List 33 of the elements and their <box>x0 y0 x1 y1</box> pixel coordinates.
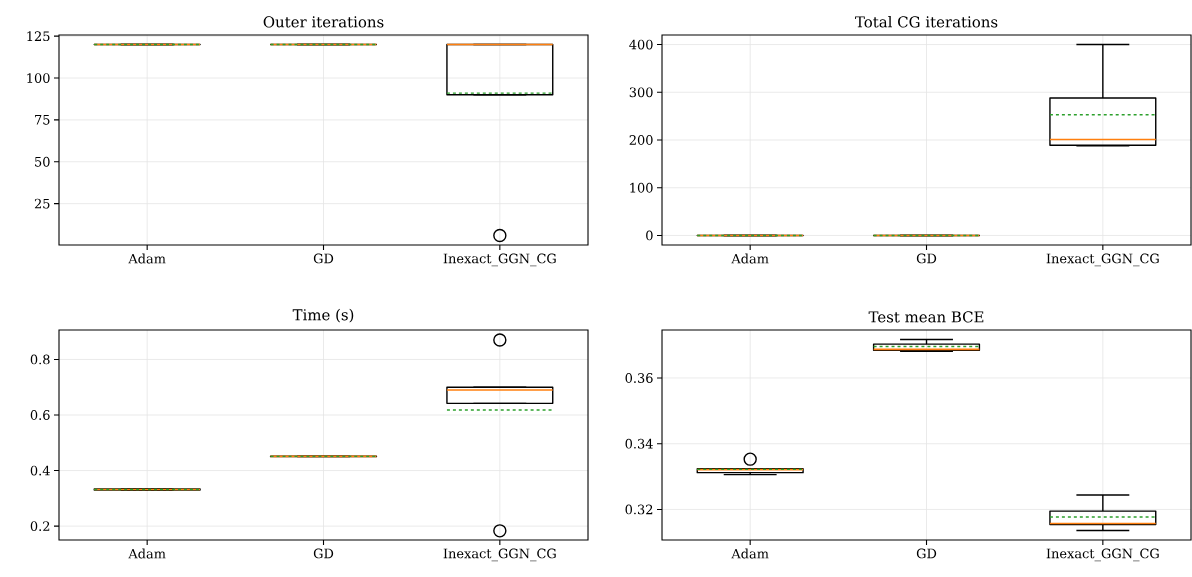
y-tick-label: 0.34 <box>625 438 653 449</box>
x-tick-label: Inexact_GGN_CG <box>1046 253 1159 267</box>
chart-title: Test mean BCE <box>868 311 984 323</box>
x-tick-label: Inexact_GGN_CG <box>443 548 556 562</box>
y-tick-label: 200 <box>629 135 653 145</box>
y-tick-label: 100 <box>27 73 50 83</box>
y-tick-label: 0 <box>646 230 653 241</box>
y-tick-label: 0.6 <box>30 410 50 420</box>
x-tick-label: Inexact_GGN_CG <box>1046 548 1159 562</box>
y-tick-label: 100 <box>630 182 653 193</box>
y-tick-label: 0.32 <box>625 504 653 515</box>
y-tick-label: 50 <box>35 156 50 167</box>
y-tick-label: 0.8 <box>30 354 50 365</box>
chart-title: Time (s) <box>292 308 354 323</box>
y-tick-label: 300 <box>629 87 653 98</box>
x-tick-label: Adam <box>128 253 166 264</box>
x-tick-label: GD <box>313 253 334 264</box>
chart-title: Total CG iterations <box>855 15 998 28</box>
y-tick-label: 0.36 <box>625 373 653 383</box>
x-tick-label: Adam <box>731 253 769 264</box>
y-tick-label: 125 <box>27 31 50 42</box>
x-tick-label: GD <box>916 253 937 264</box>
y-tick-label: 400 <box>629 39 653 50</box>
y-tick-label: 75 <box>35 115 50 125</box>
x-tick-label: GD <box>916 548 937 559</box>
y-tick-label: 25 <box>34 198 50 209</box>
x-tick-label: Adam <box>731 548 769 559</box>
y-tick-label: 0.2 <box>30 521 50 532</box>
x-tick-label: Inexact_GGN_CG <box>443 253 556 267</box>
x-tick-label: Adam <box>128 548 166 559</box>
y-tick-label: 0.4 <box>30 465 50 476</box>
chart-title: Outer iterations <box>263 16 384 28</box>
x-tick-label: GD <box>313 548 334 559</box>
